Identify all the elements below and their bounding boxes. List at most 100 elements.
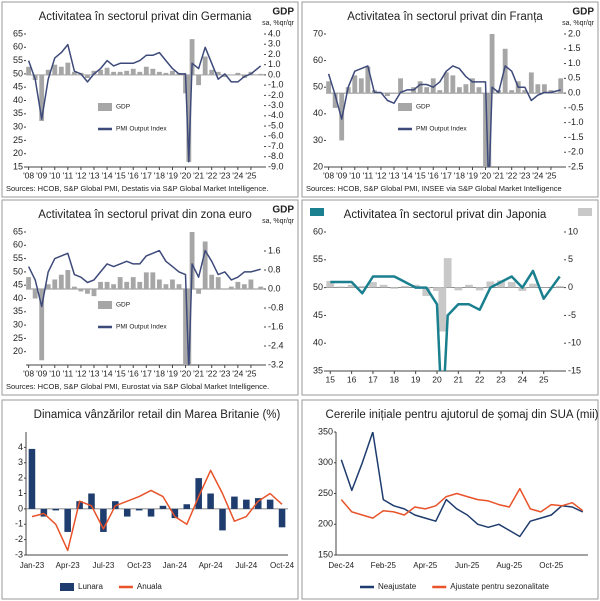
y2-subtitle: sa, %qr/qr	[262, 20, 295, 27]
x-tick-label: '09	[336, 170, 347, 180]
x-tick-label: 23	[496, 374, 506, 384]
y-tick-label: 15	[13, 161, 23, 171]
y2-tick-label: 0.5	[568, 73, 581, 83]
y-tick-label: 50	[13, 266, 23, 276]
bar	[156, 279, 162, 289]
legend-label: Ajustate pentru sezonalitate	[450, 582, 549, 591]
bar	[91, 289, 97, 297]
x-tick-label: '23	[219, 170, 230, 180]
plot	[26, 448, 288, 552]
y2-tick-label: -7.0	[268, 141, 284, 151]
x-tick-label: Jan-23	[20, 561, 45, 570]
x-tick-label: Apr-25	[413, 561, 438, 570]
y-tick-label: 50	[13, 68, 23, 78]
chart-title: Activitatea în sectorul privat din Germa…	[39, 11, 252, 23]
x-tick-label: '09	[36, 368, 47, 378]
legend-label: PMI Output Index	[116, 324, 167, 331]
x-tick-label: '11	[63, 170, 74, 180]
bar	[135, 508, 143, 511]
bar	[548, 90, 554, 94]
plot	[326, 258, 564, 371]
bar	[52, 508, 60, 511]
bar	[26, 277, 32, 289]
x-tick-label: 20	[432, 374, 442, 384]
legend-label: Lunara	[78, 582, 103, 591]
panel	[1, 399, 299, 600]
y2-tick-label: -5	[568, 310, 576, 320]
y2-tick-label: 1.6	[268, 245, 281, 255]
y2-tick-label: 1.5	[568, 43, 581, 53]
y-tick-label: 4	[18, 442, 23, 452]
x-tick-label: '14	[102, 368, 113, 378]
x-tick-label: 19	[411, 374, 421, 384]
legend-label: GDP	[416, 104, 430, 111]
bar	[422, 287, 431, 296]
y-tick-label: 1	[18, 488, 23, 498]
x-tick-label: '14	[402, 170, 413, 180]
bar	[401, 285, 409, 288]
y-tick-label: 30	[13, 319, 23, 329]
x-tick-label: '08	[323, 170, 334, 180]
x-tick-label: Feb-25	[371, 561, 397, 570]
x-tick-label: '22	[206, 170, 217, 180]
legend-swatch	[578, 208, 592, 216]
panel	[301, 199, 599, 396]
bar	[45, 284, 51, 289]
bar	[65, 270, 71, 289]
bar	[358, 78, 364, 94]
bar	[347, 284, 356, 288]
x-tick-label: '22	[506, 170, 517, 180]
bar	[231, 496, 238, 509]
y-tick-label: 300	[318, 457, 333, 467]
bar	[117, 71, 123, 75]
bar	[398, 78, 403, 94]
x-tick-label: '21	[193, 170, 204, 180]
bar	[352, 75, 358, 94]
x-tick-label: Jul-24	[235, 561, 257, 570]
bar	[465, 284, 473, 288]
y-tick-label: 25	[13, 333, 23, 343]
bar	[278, 508, 286, 528]
y2-tick-label: 4.0	[268, 28, 281, 38]
bar	[159, 505, 167, 509]
bar	[88, 493, 95, 509]
bar	[332, 93, 338, 108]
bar	[137, 71, 143, 75]
x-tick-label: '18	[454, 170, 465, 180]
bar	[241, 284, 247, 289]
legend-label: Anuala	[137, 582, 162, 591]
x-tick-label: '19	[167, 368, 178, 378]
bar	[258, 73, 264, 75]
bar	[235, 72, 241, 75]
y-tick-label: 2	[18, 473, 23, 483]
x-tick-label: '25	[245, 170, 256, 180]
legend-swatch	[98, 103, 112, 111]
bar	[104, 281, 110, 289]
y-tick-label: 45	[313, 310, 323, 320]
bar	[483, 93, 488, 167]
bar	[130, 277, 136, 289]
x-tick-label: '12	[75, 170, 86, 180]
x-tick-label: '16	[428, 170, 439, 180]
bar	[365, 66, 371, 94]
x-tick-label: '20	[180, 368, 191, 378]
y-tick-label: 35	[313, 365, 323, 375]
bar	[486, 93, 492, 167]
bar	[124, 281, 130, 289]
bar	[170, 279, 175, 289]
x-tick-label: '20	[180, 170, 191, 180]
y2-tick-label: -1.0	[568, 117, 584, 127]
bar	[147, 508, 155, 517]
x-tick-label: Dec-24	[328, 561, 354, 570]
x-tick-label: '11	[363, 170, 374, 180]
plot	[340, 432, 584, 538]
bar	[76, 501, 83, 509]
bar	[219, 508, 226, 531]
x-tick-label: '12	[375, 170, 386, 180]
x-tick-label: Apr-24	[199, 561, 224, 570]
y-tick-label: 150	[318, 549, 333, 559]
bar	[111, 284, 117, 289]
bar	[58, 274, 64, 289]
panel	[1, 199, 299, 396]
y2-tick-label: -4.0	[268, 110, 284, 120]
